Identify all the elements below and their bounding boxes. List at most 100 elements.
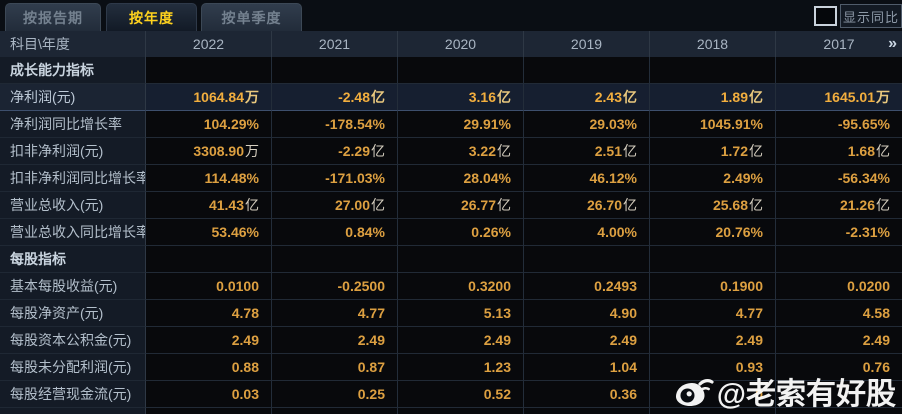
row-label: 每股经营现金流(元) bbox=[0, 381, 146, 408]
value-cell bbox=[272, 408, 398, 414]
value-number: 26.70 bbox=[586, 197, 622, 213]
value-cell: 1.04 bbox=[524, 354, 650, 381]
year-label: 2019 bbox=[570, 36, 603, 52]
table-row-total-operating-revenue-yoy-growth[interactable]: 营业总收入同比增长率 53.46% 0.84% 0.26% 4.00% 20.76% -2.… bbox=[0, 219, 902, 246]
value-number: 26.77 bbox=[460, 197, 496, 213]
year-label: 2017 bbox=[823, 36, 855, 52]
value-cell: -2.29 亿 bbox=[272, 138, 398, 165]
table-row-total-operating-revenue[interactable]: 营业总收入(元) 41.43 亿 27.00 亿 26.77 亿 26.70 亿 25.68 亿 21… bbox=[0, 192, 902, 219]
value-cell: 1645.01 万 bbox=[776, 84, 902, 111]
table-row-net-profit[interactable]: 净利润(元) 1064.84 万 -2.48 亿 3.16 亿 2.43 亿 1.89 亿 1645.… bbox=[0, 84, 902, 111]
value-cell: 4.77 bbox=[272, 300, 398, 327]
value-cell: 26.70 亿 bbox=[524, 192, 650, 219]
table-row-deducted-net-profit[interactable]: 扣非净利润(元) 3308.90 万 -2.29 亿 3.22 亿 2.51 亿 1.72 亿 1.6… bbox=[0, 138, 902, 165]
year-column-header-2018: 2018 bbox=[650, 31, 776, 57]
value-unit: 万 bbox=[245, 89, 259, 105]
value-cell: 0.76 bbox=[776, 354, 902, 381]
value-cell: 2.43 亿 bbox=[524, 84, 650, 111]
value-unit: 万 bbox=[245, 143, 259, 159]
value-unit: 亿 bbox=[371, 197, 385, 213]
value-cell: 41.43 亿 bbox=[146, 192, 272, 219]
year-label: 2022 bbox=[192, 36, 225, 52]
year-column-header-2021: 2021 bbox=[272, 31, 398, 57]
table-row-operating-cash-flow-per-share[interactable]: 每股经营现金流(元) 0.03 0.25 0.52 0.36 0 bbox=[0, 381, 902, 408]
value-cell: 20.76% bbox=[650, 219, 776, 246]
table-row-section-per-share[interactable]: 每股指标 bbox=[0, 246, 902, 273]
more-columns-icon[interactable]: » bbox=[888, 35, 897, 52]
value-cell bbox=[524, 408, 650, 414]
value-number: 3.16 bbox=[468, 89, 496, 105]
value-number: 0.36 bbox=[609, 386, 637, 402]
table-row-section-growth[interactable]: 成长能力指标 bbox=[0, 57, 902, 84]
value-cell: 2.49 bbox=[272, 327, 398, 354]
row-label: 营业总收入(元) bbox=[0, 192, 146, 219]
value-cell: 1045.91% bbox=[650, 111, 776, 138]
value-cell: 2.49 bbox=[398, 327, 524, 354]
value-cell: 1.89 亿 bbox=[650, 84, 776, 111]
value-number: 5.13 bbox=[483, 305, 511, 321]
value-cell bbox=[398, 246, 524, 273]
show-yoy-checkbox[interactable] bbox=[814, 6, 837, 26]
row-label: 成长能力指标 bbox=[0, 57, 146, 84]
value-cell: 1.68 亿 bbox=[776, 138, 902, 165]
tab-by-year[interactable]: 按年度 bbox=[106, 3, 197, 31]
show-yoy-button[interactable]: 显示同比 bbox=[840, 4, 902, 28]
value-number: 0.84% bbox=[345, 224, 385, 240]
value-number: 4.78 bbox=[231, 305, 259, 321]
value-cell bbox=[272, 57, 398, 84]
value-number: 20.76% bbox=[715, 224, 763, 240]
value-unit: 亿 bbox=[245, 197, 259, 213]
table-row-capital-reserve-per-share[interactable]: 每股资本公积金(元) 2.49 2.49 2.49 2.49 2.49 2.49 bbox=[0, 327, 902, 354]
table-row-deducted-net-profit-yoy-growth[interactable]: 扣非净利润同比增长率 114.48% -171.03% 28.04% 46.12% 2.4… bbox=[0, 165, 902, 192]
value-cell: -171.03% bbox=[272, 165, 398, 192]
value-cell: 4.90 bbox=[524, 300, 650, 327]
value-number: 4.77 bbox=[357, 305, 385, 321]
table-row-basic-eps[interactable]: 基本每股收益(元) 0.0100 -0.2500 0.3200 0.2493 0.1900… bbox=[0, 273, 902, 300]
value-cell: 0.1900 bbox=[650, 273, 776, 300]
value-number: 0.3200 bbox=[468, 278, 511, 294]
tab-by-report-period[interactable]: 按报告期 bbox=[5, 3, 101, 31]
value-cell: 0.88 bbox=[146, 354, 272, 381]
value-number: -178.54% bbox=[325, 116, 385, 132]
value-cell: 29.03% bbox=[524, 111, 650, 138]
value-cell: 0.52 bbox=[398, 381, 524, 408]
table-row-undistributed-profit-per-share[interactable]: 每股未分配利润(元) 0.88 0.87 1.23 1.04 0.93 0.76 bbox=[0, 354, 902, 381]
row-label: 每股指标 bbox=[0, 246, 146, 273]
value-number: 3.22 bbox=[468, 143, 496, 159]
value-cell bbox=[776, 246, 902, 273]
row-label: 净利润同比增长率 bbox=[0, 111, 146, 138]
value-unit: 亿 bbox=[749, 143, 763, 159]
financial-table: 科目\年度 2022 2021 2020 2019 2018 2017 » 成长能力指标 净利… bbox=[0, 31, 902, 414]
value-number: 46.12% bbox=[589, 170, 637, 186]
year-column-header-2019: 2019 bbox=[524, 31, 650, 57]
value-unit: 亿 bbox=[497, 143, 511, 159]
value-number: 1.23 bbox=[483, 359, 511, 375]
row-label: 净利润(元) bbox=[0, 84, 146, 111]
value-number: 1.68 bbox=[847, 143, 875, 159]
value-number: 4.00% bbox=[597, 224, 637, 240]
value-number: 21.26 bbox=[839, 197, 875, 213]
value-number: 4.58 bbox=[862, 305, 890, 321]
value-number: 27.00 bbox=[334, 197, 370, 213]
table-row-net-profit-yoy-growth[interactable]: 净利润同比增长率 104.29% -178.54% 29.91% 29.03% 1045.… bbox=[0, 111, 902, 138]
value-cell: 0.25 bbox=[272, 381, 398, 408]
row-label: 基本每股收益(元) bbox=[0, 273, 146, 300]
value-number: 0.03 bbox=[231, 386, 259, 402]
value-number: 4.90 bbox=[609, 305, 637, 321]
value-cell bbox=[146, 57, 272, 84]
value-number: 2.49 bbox=[862, 332, 890, 348]
row-label: 扣非净利润(元) bbox=[0, 138, 146, 165]
value-cell: 2.49 bbox=[776, 327, 902, 354]
value-unit: 亿 bbox=[623, 89, 637, 105]
table-row-net-assets-per-share[interactable]: 每股净资产(元) 4.78 4.77 5.13 4.90 4.77 4.58 bbox=[0, 300, 902, 327]
value-number: 1.89 bbox=[720, 89, 748, 105]
value-number: 0.25 bbox=[357, 386, 385, 402]
value-cell: 26.77 亿 bbox=[398, 192, 524, 219]
value-number: 28.04% bbox=[463, 170, 511, 186]
value-cell: 53.46% bbox=[146, 219, 272, 246]
value-cell bbox=[776, 381, 902, 408]
tab-by-single-quarter[interactable]: 按单季度 bbox=[201, 3, 302, 31]
value-number: 104.29% bbox=[203, 116, 259, 132]
period-tabbar: 按报告期 按年度 按单季度 显示同比 bbox=[0, 0, 902, 31]
value-cell: 0 bbox=[650, 381, 776, 408]
